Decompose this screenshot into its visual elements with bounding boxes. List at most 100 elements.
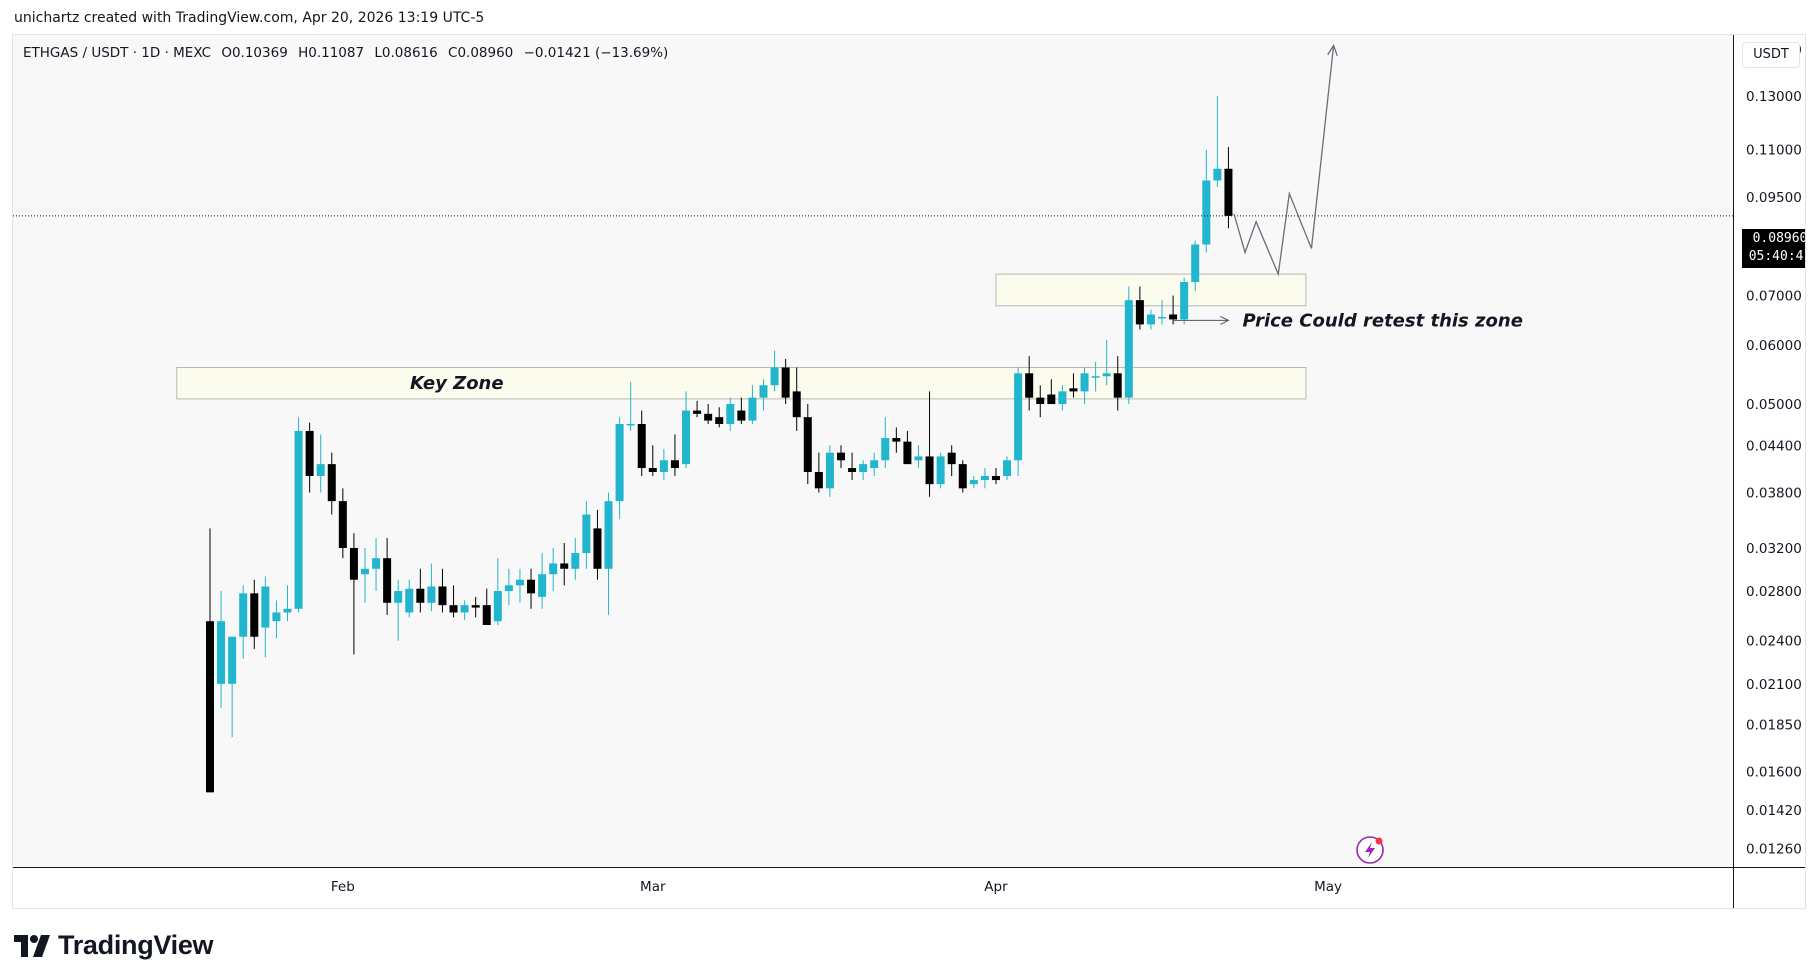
candle-body[interactable] <box>1036 397 1045 405</box>
candle-body[interactable] <box>715 417 724 424</box>
candle-body[interactable] <box>903 441 912 465</box>
candle-body[interactable] <box>416 588 425 603</box>
candle-body[interactable] <box>527 579 536 594</box>
candle-body[interactable] <box>261 586 270 628</box>
candle-body[interactable] <box>980 475 989 481</box>
candle-body[interactable] <box>836 452 845 461</box>
candle-body[interactable] <box>991 475 1000 481</box>
candle-body[interactable] <box>239 593 248 637</box>
candle-body[interactable] <box>1102 373 1111 377</box>
candle-body[interactable] <box>1069 388 1078 392</box>
candle-body[interactable] <box>206 621 214 793</box>
candle-body[interactable] <box>1202 180 1211 245</box>
chart-frame[interactable]: Key Zone Price Could retest this zone 0.1… <box>12 34 1806 909</box>
candle-body[interactable] <box>405 588 414 613</box>
candle-body[interactable] <box>1003 460 1012 476</box>
candle-body[interactable] <box>1113 373 1122 398</box>
candle-body[interactable] <box>1014 373 1023 461</box>
candle-body[interactable] <box>659 460 668 472</box>
candle-body[interactable] <box>228 636 237 684</box>
candle-body[interactable] <box>460 605 469 613</box>
symbol-pair[interactable]: ETHGAS / USDT · 1D · MEXC <box>23 45 212 61</box>
candle-body[interactable] <box>427 586 436 603</box>
candle-body[interactable] <box>571 553 580 569</box>
candle-body[interactable] <box>881 438 890 461</box>
candle-body[interactable] <box>1091 376 1100 378</box>
retest-zone-rect[interactable] <box>995 273 1307 307</box>
candle-body[interactable] <box>704 413 713 421</box>
candle-body[interactable] <box>349 547 358 580</box>
candle-body[interactable] <box>803 417 812 472</box>
candle-body[interactable] <box>958 464 967 489</box>
candle-body[interactable] <box>1124 300 1133 398</box>
candle-body[interactable] <box>560 563 569 569</box>
candle-body[interactable] <box>1146 314 1155 325</box>
candle-body[interactable] <box>825 452 834 489</box>
candle-body[interactable] <box>593 528 602 569</box>
key-zone-rect[interactable] <box>176 366 1307 400</box>
candle-body[interactable] <box>582 514 591 554</box>
candle-body[interactable] <box>217 621 226 684</box>
candle-body[interactable] <box>770 367 779 386</box>
candle-body[interactable] <box>504 585 513 592</box>
candle-body[interactable] <box>792 391 801 418</box>
candle-body[interactable] <box>471 605 480 608</box>
candle-body[interactable] <box>1213 168 1222 181</box>
candle-body[interactable] <box>859 464 868 472</box>
price-chart[interactable]: Key Zone Price Could retest this zone 0.1… <box>13 35 1805 908</box>
candle-body[interactable] <box>538 574 547 597</box>
candle-body[interactable] <box>482 605 491 626</box>
candle-body[interactable] <box>316 464 325 476</box>
candle-body[interactable] <box>515 579 524 586</box>
candle-body[interactable] <box>947 452 956 465</box>
candle-body[interactable] <box>814 471 823 489</box>
candle-body[interactable] <box>327 464 336 502</box>
candle-body[interactable] <box>1058 391 1067 405</box>
candle-body[interactable] <box>682 410 691 465</box>
candle-body[interactable] <box>1169 314 1178 320</box>
candle-body[interactable] <box>626 423 635 426</box>
candle-body[interactable] <box>493 591 502 622</box>
candle-body[interactable] <box>648 468 657 472</box>
candle-body[interactable] <box>892 438 901 442</box>
candle-body[interactable] <box>848 468 857 472</box>
candle-body[interactable] <box>1025 373 1034 398</box>
candle-body[interactable] <box>394 591 403 603</box>
candle-body[interactable] <box>693 410 702 414</box>
candle-body[interactable] <box>272 612 281 622</box>
tradingview-logo[interactable]: TradingView <box>14 930 214 961</box>
candle-body[interactable] <box>360 568 369 575</box>
candle-body[interactable] <box>925 456 934 485</box>
candle-body[interactable] <box>305 430 314 476</box>
candle-body[interactable] <box>438 586 447 606</box>
candle-body[interactable] <box>969 480 978 485</box>
candle-body[interactable] <box>549 563 558 575</box>
candle-body[interactable] <box>1047 394 1056 405</box>
candle-body[interactable] <box>637 423 646 469</box>
candle-body[interactable] <box>1191 244 1200 282</box>
candle-body[interactable] <box>914 456 923 461</box>
candle-body[interactable] <box>615 423 624 502</box>
lightning-icon[interactable] <box>1356 836 1384 864</box>
candle-body[interactable] <box>781 367 790 398</box>
candle-body[interactable] <box>338 501 347 548</box>
candle-body[interactable] <box>737 410 746 421</box>
projection-path[interactable] <box>1233 45 1335 277</box>
candle-body[interactable] <box>449 605 458 613</box>
candle-body[interactable] <box>604 501 613 569</box>
candle-body[interactable] <box>250 593 259 637</box>
candle-body[interactable] <box>936 456 945 485</box>
candle-body[interactable] <box>372 558 381 569</box>
candle-body[interactable] <box>1158 316 1167 319</box>
candle-body[interactable] <box>1080 373 1089 392</box>
candle-body[interactable] <box>759 385 768 398</box>
candle-body[interactable] <box>870 460 879 469</box>
candle-body[interactable] <box>1135 300 1144 325</box>
candle-body[interactable] <box>1224 168 1233 216</box>
candle-body[interactable] <box>748 397 757 421</box>
candle-body[interactable] <box>294 430 303 609</box>
candle-body[interactable] <box>383 558 392 603</box>
candle-body[interactable] <box>1180 281 1189 320</box>
candle-body[interactable] <box>670 460 679 469</box>
candle-body[interactable] <box>283 608 292 613</box>
